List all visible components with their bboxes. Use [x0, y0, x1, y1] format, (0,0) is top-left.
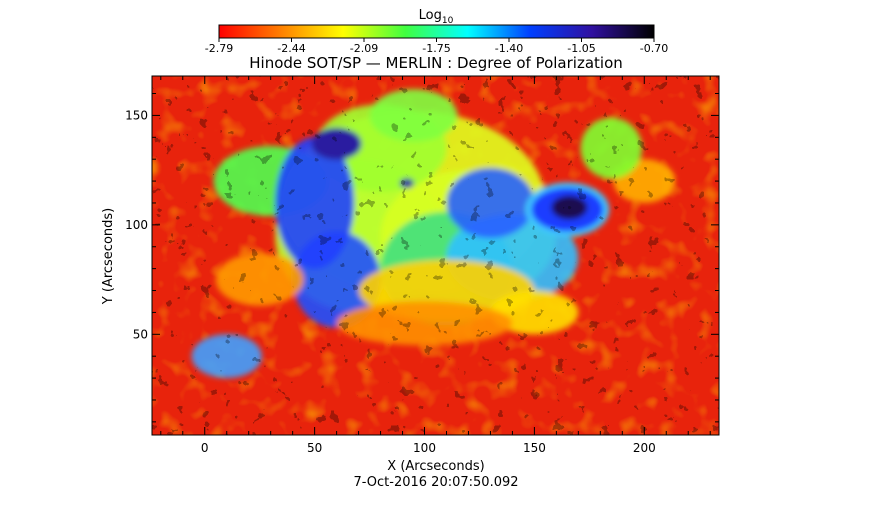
- colorbar-tick-label: -2.09: [350, 42, 378, 55]
- y-axis: 50 100 150: [125, 93, 719, 423]
- y-tick-label: 50: [133, 327, 148, 341]
- chart-title: Hinode SOT/SP — MERLIN : Degree of Polar…: [249, 54, 623, 72]
- colorbar-ticks: -2.79 -2.44 -2.09 -1.75 -1.40 -1.05 -0.70: [205, 38, 668, 55]
- colorbar-tick-label: -2.44: [277, 42, 305, 55]
- colorbar-tick-label: -1.40: [495, 42, 523, 55]
- x-axis: 0 50 100 150 200: [160, 76, 711, 455]
- polarization-map: [152, 76, 719, 435]
- x-tick-label: 0: [201, 441, 209, 455]
- colorbar-tick-label: -1.75: [422, 42, 450, 55]
- x-tick-label: 150: [523, 441, 546, 455]
- colorbar-tick-label: -0.70: [640, 42, 668, 55]
- x-axis-label: X (Arcseconds): [387, 459, 484, 474]
- x-tick-label: 50: [307, 441, 322, 455]
- colorbar-label-subscript: 10: [442, 16, 454, 26]
- timestamp: 7-Oct-2016 20:07:50.092: [353, 475, 518, 490]
- colorbar-label: Log10: [419, 8, 454, 26]
- plot-frame: [151, 75, 720, 436]
- colorbar-tick-label: -2.79: [205, 42, 233, 55]
- y-tick-label: 100: [125, 218, 148, 232]
- y-axis-label: Y (Arcseconds): [101, 208, 116, 305]
- colorbar-tick-label: -1.05: [567, 42, 595, 55]
- x-tick-label: 200: [633, 441, 656, 455]
- x-tick-label: 100: [413, 441, 436, 455]
- colorbar: [218, 24, 655, 39]
- y-tick-label: 150: [125, 108, 148, 122]
